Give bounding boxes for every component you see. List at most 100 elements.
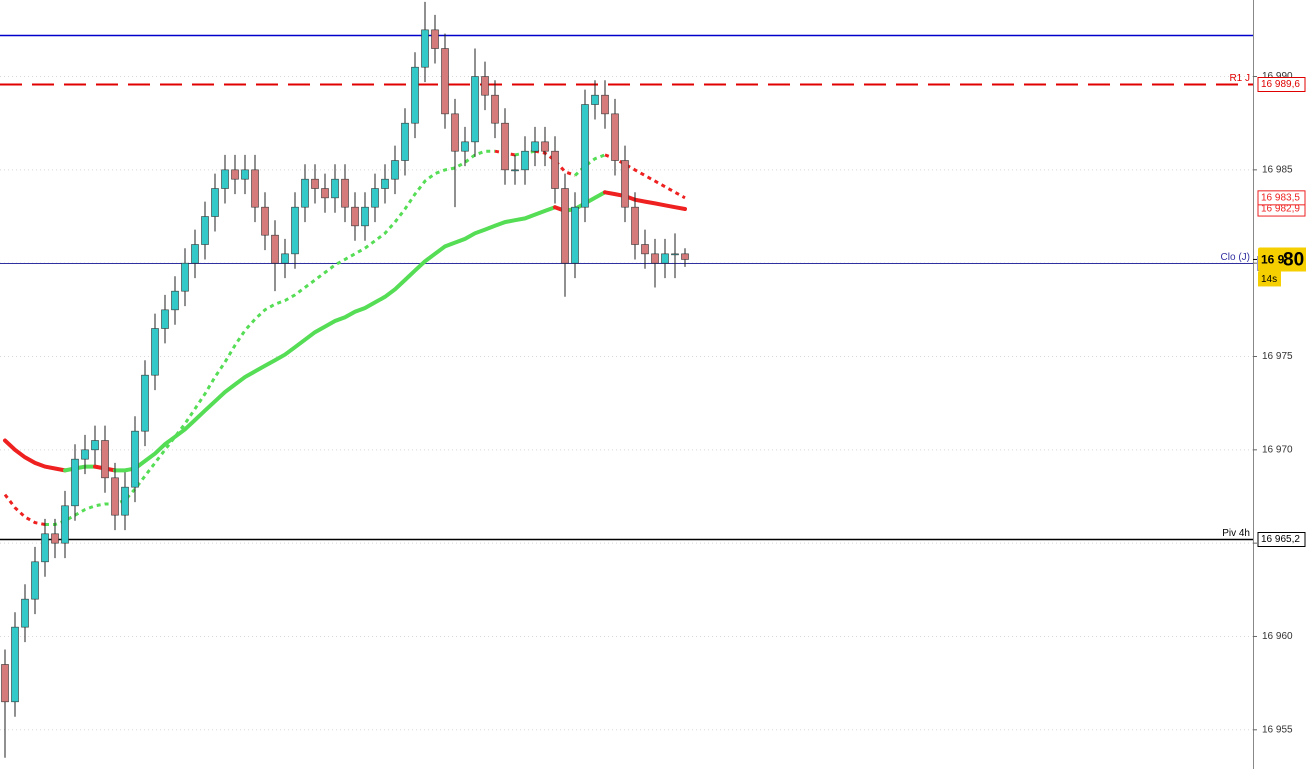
candle-body <box>41 533 49 563</box>
level-tag-box <box>1257 532 1306 547</box>
y-tick-label: 16 970 <box>1262 444 1293 455</box>
candle-body <box>71 458 79 507</box>
last-price-main: 16 9 <box>1261 253 1285 267</box>
candle-body <box>141 374 149 432</box>
level-tag: 16 965,2 <box>1261 534 1300 545</box>
candle-body <box>411 66 419 124</box>
candle-body <box>401 122 409 161</box>
candle-body <box>131 430 139 488</box>
candle-body <box>661 253 669 264</box>
candle-body <box>91 440 99 451</box>
y-tick-label: 16 955 <box>1262 724 1293 735</box>
moving-average <box>3 493 46 526</box>
candle-body <box>441 48 449 115</box>
candle-body <box>621 160 629 208</box>
candle-body <box>181 262 189 292</box>
candle-body <box>191 244 199 264</box>
candle-body <box>511 169 519 172</box>
level-tag: 16 989,6 <box>1261 79 1300 90</box>
candle-body <box>151 328 159 376</box>
candle-body <box>321 188 329 199</box>
candle-body <box>111 477 119 516</box>
candle-body <box>201 216 209 245</box>
candle-body <box>451 113 459 152</box>
candle-body <box>241 169 249 180</box>
candle-body <box>581 104 589 208</box>
candle-body <box>281 253 289 264</box>
candle-body <box>611 113 619 161</box>
candle-body <box>261 206 269 236</box>
candle-body <box>651 253 659 264</box>
candle-body <box>531 141 539 152</box>
moving-average <box>45 149 495 526</box>
y-tick-label: 16 985 <box>1262 164 1293 175</box>
timer-box <box>1258 271 1281 287</box>
candle-body <box>1 664 9 703</box>
last-price-box <box>1258 247 1306 272</box>
candle-body <box>291 206 299 255</box>
y-tick-label: 16 990 <box>1262 71 1293 82</box>
candle-body <box>331 178 339 199</box>
candle-body <box>471 76 479 143</box>
moving-average <box>573 153 606 177</box>
candle-body <box>501 122 509 171</box>
level-name: R1 J <box>1229 73 1250 84</box>
candle-body <box>631 206 639 245</box>
candle-body <box>461 141 469 152</box>
level-name: Clo (J) <box>1221 252 1250 263</box>
candle-body <box>171 290 179 311</box>
candle-body <box>601 94 609 115</box>
candle-body <box>571 206 579 264</box>
candle-body <box>481 76 489 96</box>
candle-body <box>641 244 649 255</box>
candle-body <box>121 486 129 516</box>
candle-body <box>391 160 399 180</box>
level-tag-box <box>1257 77 1306 92</box>
ma-tag: 16 982,9 <box>1261 204 1300 215</box>
candle-body <box>251 169 259 208</box>
candle-body <box>11 626 19 703</box>
level-name: Piv 4h <box>1222 528 1250 539</box>
candle-body <box>591 94 599 105</box>
moving-average <box>113 205 557 473</box>
ma-tag-box <box>1257 190 1306 206</box>
candle-body <box>101 440 109 479</box>
y-tick-label: 16 975 <box>1262 351 1293 362</box>
candle-body <box>21 598 29 628</box>
candle-body <box>361 206 369 227</box>
candle-body <box>491 94 499 124</box>
candle-body <box>81 449 89 460</box>
candle-body <box>541 141 549 152</box>
candle-body <box>351 206 359 227</box>
candle-body <box>381 178 389 189</box>
candle-body <box>671 253 679 256</box>
candle-body <box>311 178 319 189</box>
candle-body <box>421 29 429 68</box>
candle-body <box>271 234 279 264</box>
moving-average <box>604 153 686 200</box>
candle-body <box>51 533 59 544</box>
candle-body <box>61 505 69 544</box>
moving-average <box>603 190 687 211</box>
candle-body <box>341 178 349 208</box>
ma-tag: 16 983,5 <box>1261 192 1300 203</box>
moving-average <box>3 438 67 473</box>
candle-body <box>431 29 439 49</box>
candle-body <box>221 169 229 189</box>
candle-body <box>561 188 569 264</box>
candle-body <box>211 188 219 217</box>
moving-average <box>534 149 576 177</box>
candle-body <box>521 150 529 171</box>
timer: 14s <box>1261 274 1277 285</box>
candle-body <box>681 253 689 260</box>
candle-body <box>161 309 169 329</box>
candle-body <box>371 188 379 208</box>
y-tick-label: 16 960 <box>1262 631 1293 642</box>
moving-average <box>63 464 97 473</box>
candle-body <box>551 150 559 189</box>
last-price-big: 80 <box>1283 249 1304 270</box>
candle-body <box>31 561 39 600</box>
